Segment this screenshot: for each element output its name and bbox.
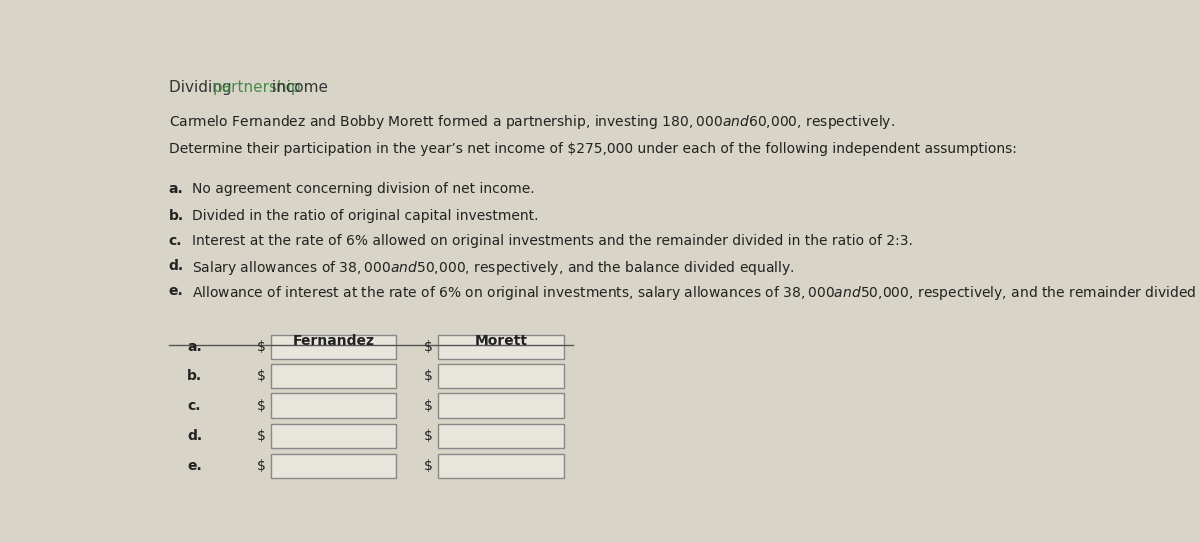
Text: e.: e. <box>187 459 202 473</box>
FancyBboxPatch shape <box>271 393 396 418</box>
Text: $: $ <box>424 398 433 412</box>
Text: Fernandez: Fernandez <box>293 334 374 348</box>
Text: $: $ <box>424 340 433 354</box>
Text: a.: a. <box>187 340 202 354</box>
Text: $: $ <box>257 340 265 354</box>
Text: partnership: partnership <box>212 80 301 95</box>
Text: Allowance of interest at the rate of 6% on original investments, salary allowanc: Allowance of interest at the rate of 6% … <box>192 284 1200 302</box>
FancyBboxPatch shape <box>271 364 396 389</box>
FancyBboxPatch shape <box>438 393 564 418</box>
Text: Dividing: Dividing <box>168 80 236 95</box>
Text: $: $ <box>424 370 433 383</box>
Text: b.: b. <box>168 209 184 223</box>
Text: $: $ <box>257 429 265 443</box>
Text: Divided in the ratio of original capital investment.: Divided in the ratio of original capital… <box>192 209 539 223</box>
Text: e.: e. <box>168 284 184 298</box>
FancyBboxPatch shape <box>438 424 564 448</box>
Text: Interest at the rate of 6% allowed on original investments and the remainder div: Interest at the rate of 6% allowed on or… <box>192 234 913 248</box>
Text: c.: c. <box>187 398 200 412</box>
Text: c.: c. <box>168 234 182 248</box>
Text: Salary allowances of $38,000 and $50,000, respectively, and the balance divided : Salary allowances of $38,000 and $50,000… <box>192 259 794 277</box>
Text: b.: b. <box>187 370 203 383</box>
Text: $: $ <box>424 459 433 473</box>
Text: d.: d. <box>187 429 203 443</box>
Text: No agreement concerning division of net income.: No agreement concerning division of net … <box>192 182 534 196</box>
FancyBboxPatch shape <box>438 364 564 389</box>
FancyBboxPatch shape <box>271 335 396 359</box>
Text: Morett: Morett <box>474 334 528 348</box>
FancyBboxPatch shape <box>438 335 564 359</box>
Text: $: $ <box>257 370 265 383</box>
Text: Carmelo Fernandez and Bobby Morett formed a partnership, investing $180,000 and : Carmelo Fernandez and Bobby Morett forme… <box>168 113 894 131</box>
Text: d.: d. <box>168 259 184 273</box>
Text: a.: a. <box>168 182 184 196</box>
Text: Determine their participation in the year’s net income of $275,000 under each of: Determine their participation in the yea… <box>168 142 1016 156</box>
FancyBboxPatch shape <box>271 424 396 448</box>
FancyBboxPatch shape <box>271 454 396 478</box>
Text: $: $ <box>424 429 433 443</box>
Text: $: $ <box>257 459 265 473</box>
Text: income: income <box>268 80 328 95</box>
Text: $: $ <box>257 398 265 412</box>
FancyBboxPatch shape <box>438 454 564 478</box>
